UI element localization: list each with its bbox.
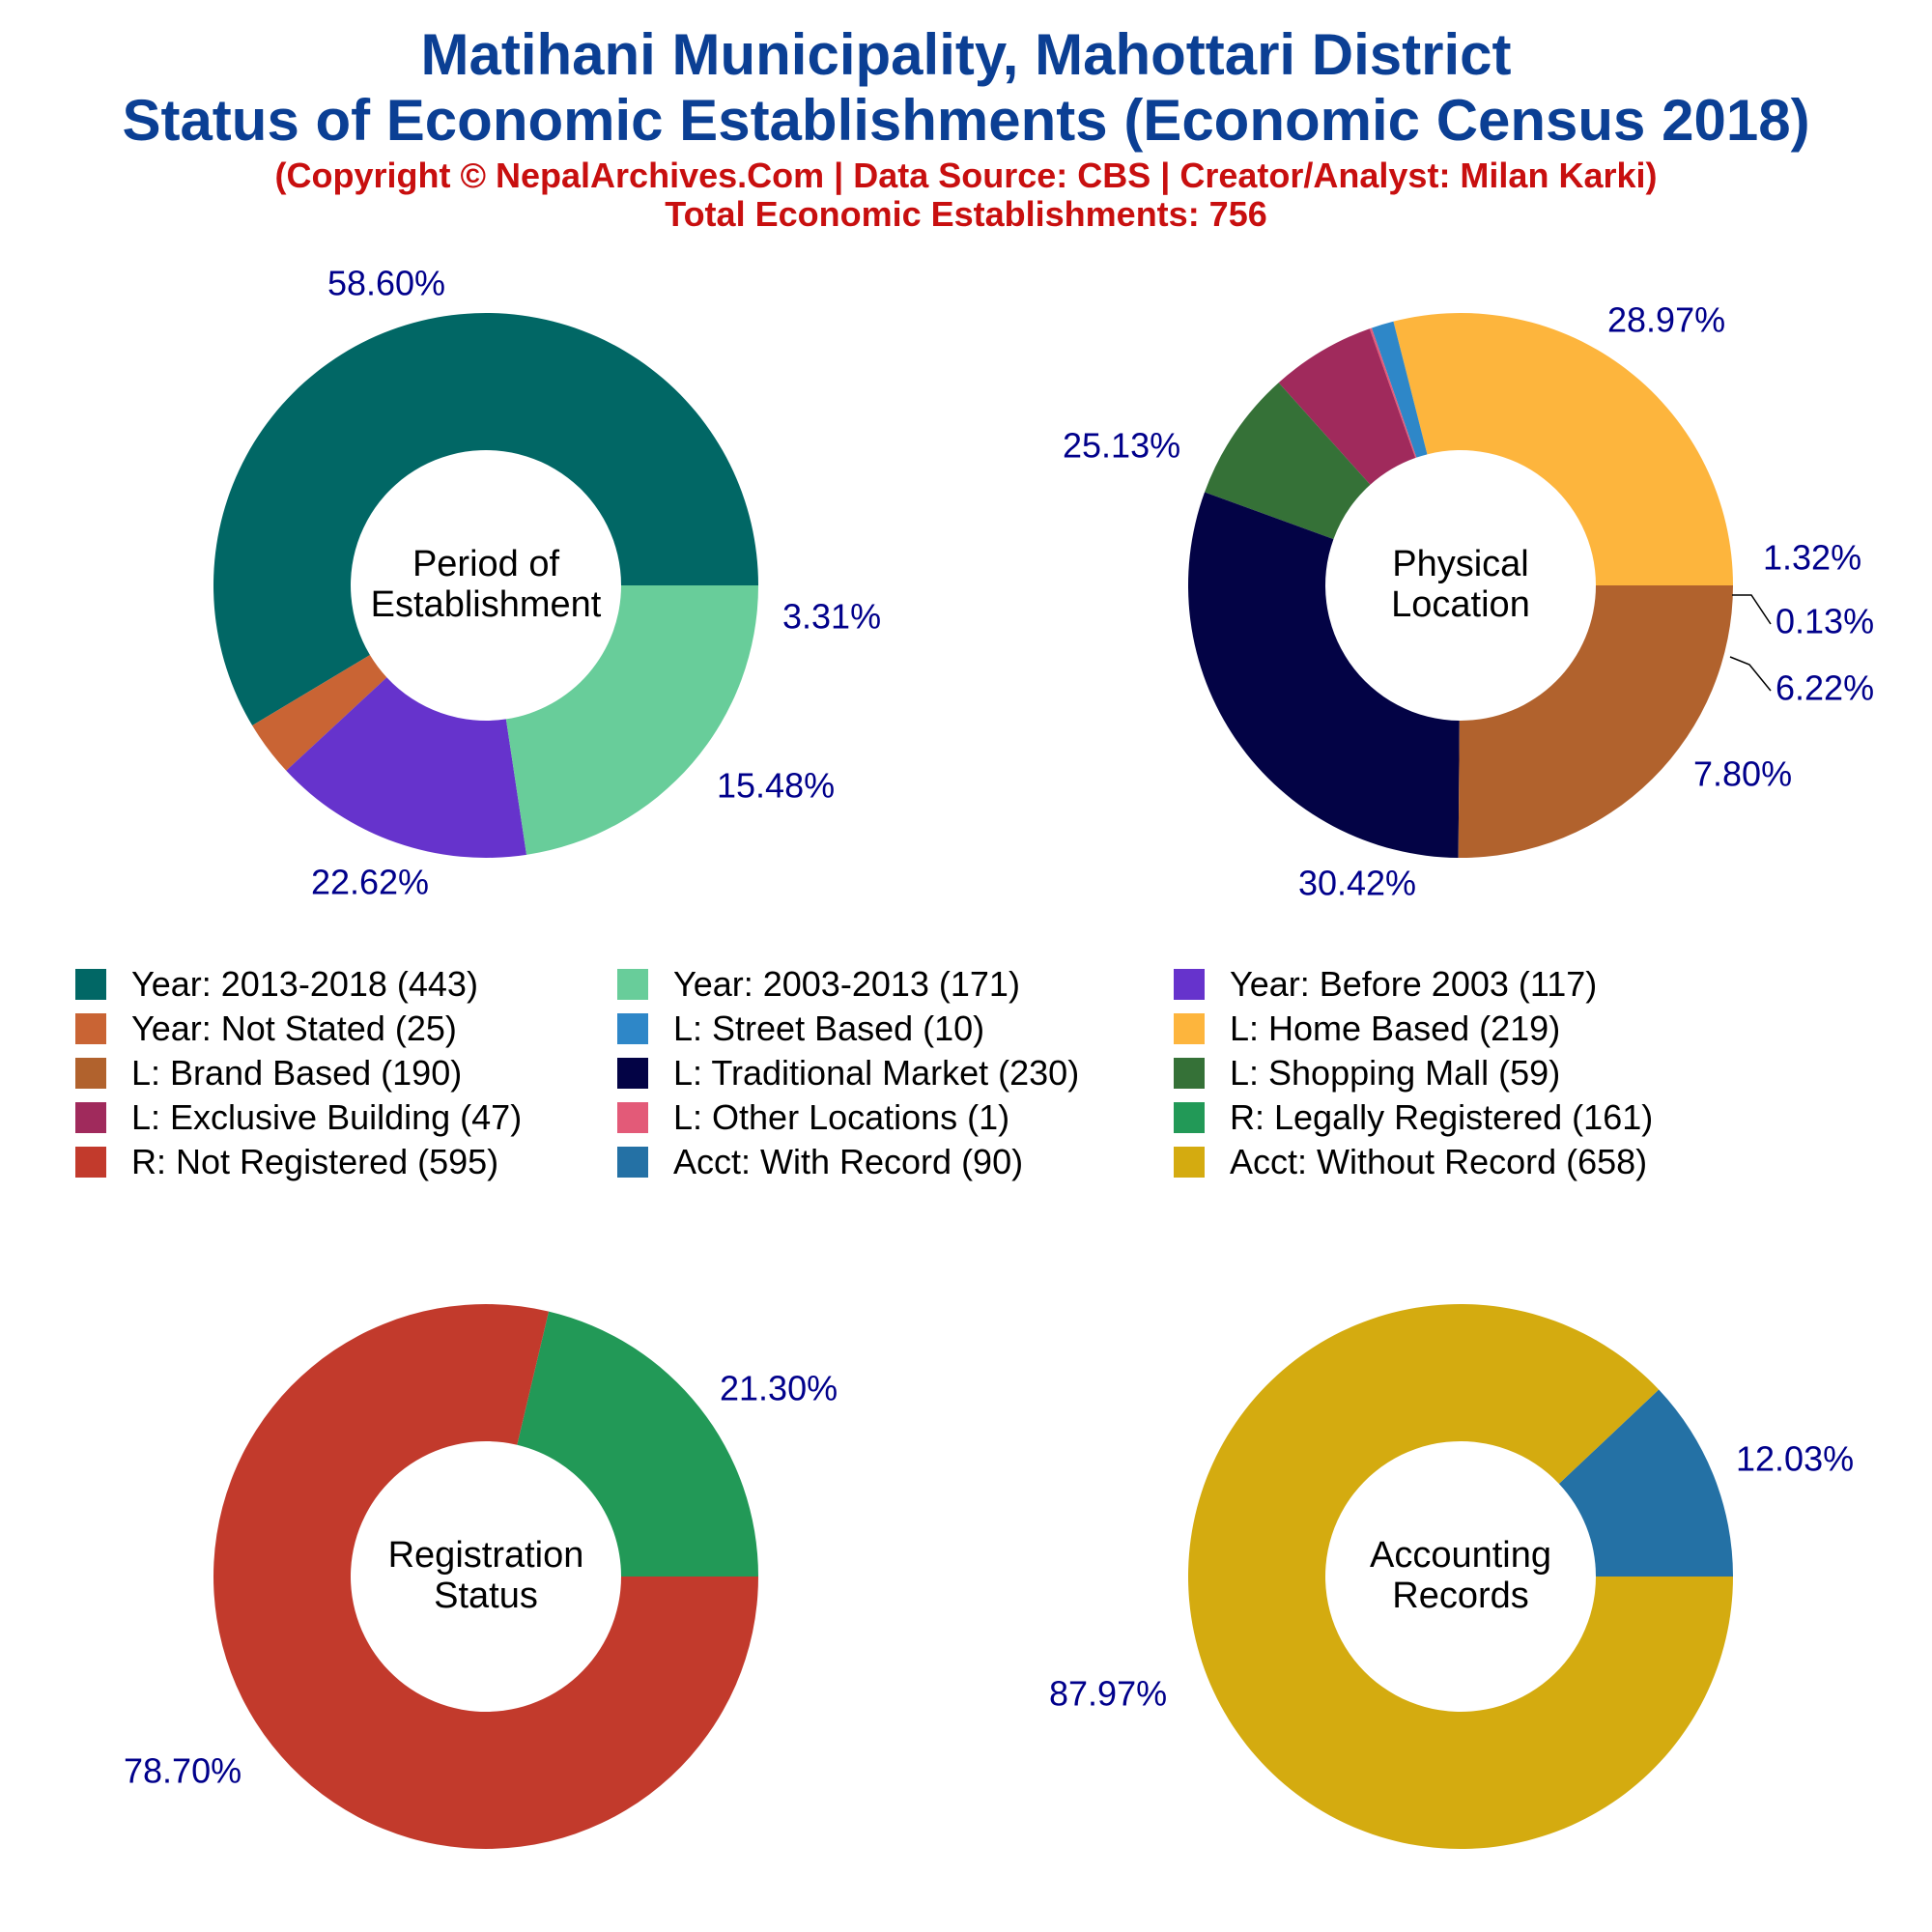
legend-swatch — [617, 1013, 648, 1044]
center-label-line-2: Records — [1392, 1576, 1529, 1616]
legend-swatch — [75, 1147, 106, 1178]
legend-item-l-exclusive-building-47: L: Exclusive Building (47) — [75, 1095, 522, 1140]
legend-label: Year: Before 2003 (117) — [1230, 964, 1598, 1004]
center-label-line-1: Registration — [388, 1535, 584, 1576]
legend-item-r-legally-registered-161: R: Legally Registered (161) — [1174, 1095, 1653, 1140]
chart-title-line-1: Matihani Municipality, Mahottari Distric… — [420, 22, 1512, 87]
legend-swatch — [75, 969, 106, 1000]
percent-label-l-shopping-mall: 7.80% — [1693, 754, 1792, 794]
chart-title-line-2: Status of Economic Establishments (Econo… — [122, 88, 1810, 153]
legend-label: L: Home Based (219) — [1230, 1009, 1561, 1048]
slice-year-2003-2013 — [505, 585, 758, 855]
leader-line-l-exclusive-building — [1729, 656, 1772, 692]
legend-label: R: Not Registered (595) — [131, 1142, 499, 1181]
legend-label: L: Brand Based (190) — [131, 1053, 463, 1093]
slice-l-shopping-mall — [1205, 383, 1371, 540]
physical-location-chart: 28.97% 1.32% 0.13% 6.22% 7.80% 30.42% 25.13% Ph… — [1063, 300, 1874, 903]
legend-swatch — [75, 1013, 106, 1044]
legend-item-year-before-2003-117: Year: Before 2003 (117) — [1174, 962, 1597, 1007]
legend-label: Acct: Without Record (658) — [1230, 1142, 1648, 1181]
legend-label: L: Other Locations (1) — [673, 1097, 1010, 1137]
legend-swatch — [1174, 969, 1205, 1000]
percent-label-r-legally-registered: 21.30% — [720, 1369, 838, 1408]
legend-swatch — [75, 1058, 106, 1089]
leader-line-l-other-locations — [1732, 594, 1772, 625]
percent-label-acct-with-record: 12.03% — [1736, 1439, 1854, 1479]
legend-label: L: Street Based (10) — [673, 1009, 985, 1048]
slice-l-brand-based — [1458, 585, 1733, 858]
legend-swatch — [1174, 1058, 1205, 1089]
legend-label: R: Legally Registered (161) — [1230, 1097, 1654, 1137]
legend-item-l-traditional-market-230: L: Traditional Market (230) — [617, 1051, 1079, 1095]
slice-acct-with-record — [1558, 1389, 1733, 1577]
period-of-establishment-chart: 58.60% 3.31% 15.48% 22.62% Period ofEstablis… — [213, 264, 881, 902]
legend-item-year-not-stated-25: Year: Not Stated (25) — [75, 1007, 457, 1051]
slice-l-traditional-market — [1188, 492, 1460, 858]
legend-label: Year: Not Stated (25) — [131, 1009, 457, 1048]
slice-l-home-based — [1393, 312, 1733, 585]
percent-label-year-2013-2018: 58.60% — [327, 264, 445, 303]
legend-swatch — [1174, 1013, 1205, 1044]
legend-item-l-other-locations-1: L: Other Locations (1) — [617, 1095, 1009, 1140]
slice-year-before-2003 — [286, 677, 527, 858]
legend-swatch — [75, 1102, 106, 1133]
legend-swatch — [617, 1102, 648, 1133]
percent-label-year-not-stated: 3.31% — [782, 597, 881, 637]
legend-item-acct-without-record-658: Acct: Without Record (658) — [1174, 1140, 1647, 1184]
slice-l-exclusive-building — [1278, 328, 1416, 485]
percent-label-acct-without-record: 87.97% — [1049, 1674, 1167, 1714]
slice-year-not-stated — [252, 655, 387, 771]
legend-swatch — [617, 1147, 648, 1178]
legend-swatch — [617, 969, 648, 1000]
percent-label-year-2003-2013: 22.62% — [311, 863, 429, 902]
legend-swatch — [617, 1058, 648, 1089]
slice-year-2013-2018 — [213, 312, 759, 726]
legend-label: Year: 2003-2013 (171) — [673, 964, 1020, 1004]
legend-item-l-shopping-mall-59: L: Shopping Mall (59) — [1174, 1051, 1560, 1095]
center-label-line-2: Status — [434, 1576, 538, 1616]
slice-acct-without-record — [1188, 1303, 1733, 1849]
legend-item-l-home-based-219: L: Home Based (219) — [1174, 1007, 1560, 1051]
total-establishments-line: Total Economic Establishments: 756 — [665, 194, 1267, 234]
percent-label-l-exclusive-building: 6.22% — [1776, 668, 1874, 708]
legend-swatch — [1174, 1102, 1205, 1133]
center-label-line-1: Accounting — [1370, 1535, 1551, 1576]
center-label-line-2: Establishment — [371, 584, 602, 625]
legend-item-l-street-based-10: L: Street Based (10) — [617, 1007, 984, 1051]
percent-label-l-brand-based: 25.13% — [1063, 426, 1180, 466]
slice-l-other-locations — [1369, 327, 1417, 459]
center-label-line-1: Physical — [1392, 544, 1529, 584]
percent-label-l-street-based: 1.32% — [1763, 538, 1861, 578]
legend-item-year-2003-2013-171: Year: 2003-2013 (171) — [617, 962, 1020, 1007]
copyright-line: (Copyright © NepalArchives.Com | Data So… — [274, 156, 1658, 195]
legend-label: L: Shopping Mall (59) — [1230, 1053, 1561, 1093]
legend-swatch — [1174, 1147, 1205, 1178]
legend-item-acct-with-record-90: Acct: With Record (90) — [617, 1140, 1023, 1184]
slice-r-not-registered — [213, 1303, 758, 1849]
legend-label: Acct: With Record (90) — [673, 1142, 1024, 1181]
legend-item-r-not-registered-595: R: Not Registered (595) — [75, 1140, 498, 1184]
slice-r-legally-registered — [517, 1311, 758, 1577]
percent-label-year-before-2003: 15.48% — [717, 766, 835, 806]
legend-label: L: Exclusive Building (47) — [131, 1097, 523, 1137]
legend-item-l-brand-based-190: L: Brand Based (190) — [75, 1051, 462, 1095]
percent-label-l-other-locations: 0.13% — [1776, 602, 1874, 641]
legend-label: L: Traditional Market (230) — [673, 1053, 1080, 1093]
percent-label-l-home-based: 28.97% — [1607, 300, 1725, 340]
percent-label-r-not-registered: 78.70% — [124, 1751, 242, 1791]
percent-label-l-traditional-market: 30.42% — [1298, 864, 1416, 903]
legend-item-year-2013-2018-443: Year: 2013-2018 (443) — [75, 962, 478, 1007]
slice-l-street-based — [1371, 321, 1428, 458]
legend-label: Year: 2013-2018 (443) — [131, 964, 478, 1004]
center-label-line-2: Location — [1391, 584, 1530, 625]
center-label-line-1: Period of — [412, 544, 560, 584]
